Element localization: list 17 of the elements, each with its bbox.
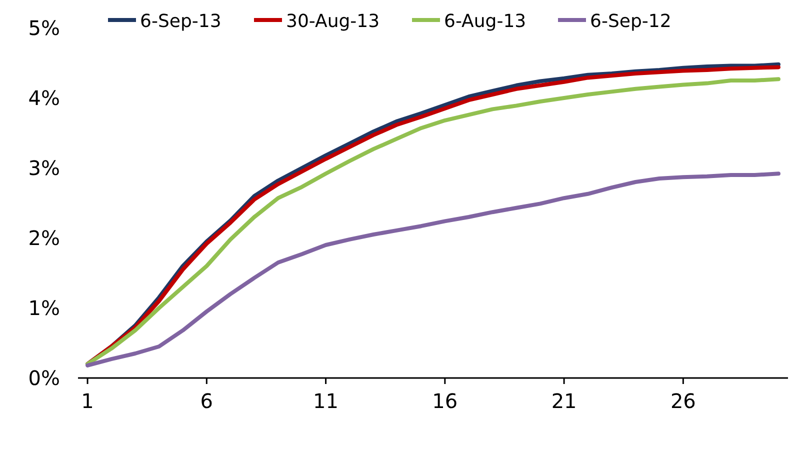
x-tick-label: 21 <box>551 389 577 413</box>
y-tick-label: 2% <box>28 226 60 250</box>
line-series <box>86 172 780 368</box>
legend-label: 6-Aug-13 <box>444 11 526 32</box>
x-tick-label: 11 <box>313 389 339 413</box>
legend-label: 30-Aug-13 <box>286 11 380 32</box>
y-tick-label: 0% <box>28 366 60 390</box>
y-tick-label: 5% <box>28 16 60 40</box>
y-tick-label: 4% <box>28 86 60 110</box>
legend-label: 6-Sep-13 <box>140 11 222 32</box>
y-tick-label: 3% <box>28 156 60 180</box>
x-tick-label: 26 <box>670 389 696 413</box>
x-tick-label: 6 <box>200 389 214 413</box>
y-tick-label: 1% <box>28 296 60 320</box>
legend-label: 6-Sep-12 <box>590 11 672 32</box>
x-tick-label: 1 <box>81 389 94 413</box>
x-tick-label: 16 <box>432 389 458 413</box>
